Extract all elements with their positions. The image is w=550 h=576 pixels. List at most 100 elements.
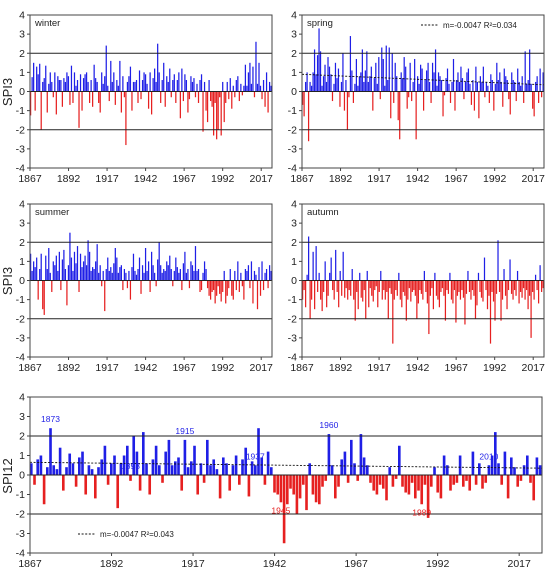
- bar-winter: [72, 91, 74, 103]
- bar-winter: [37, 74, 39, 92]
- bar-autumn: [363, 280, 365, 291]
- bar-autumn: [539, 265, 541, 281]
- panel-title-summer: summer: [35, 207, 69, 218]
- bar-annual: [273, 475, 276, 493]
- bar-winter: [90, 80, 92, 92]
- trend-label-annual: m=-0.0047 R²=0.043: [100, 530, 174, 539]
- annotation-2010: 2010: [479, 451, 498, 461]
- bar-spring: [538, 91, 540, 103]
- bar-spring: [533, 91, 535, 117]
- bar-winter: [63, 78, 65, 92]
- bar-autumn: [383, 280, 385, 291]
- bar-autumn: [378, 280, 380, 292]
- x-tick-label: 1917: [181, 558, 205, 570]
- y-tick-label: 1: [291, 256, 297, 268]
- bar-summer: [232, 280, 234, 300]
- bar-spring: [321, 85, 323, 92]
- bar-spring: [434, 49, 437, 92]
- bar-annual: [442, 455, 446, 475]
- bar-annual: [132, 436, 136, 475]
- bar-autumn: [444, 280, 447, 321]
- bar-annual: [30, 463, 33, 475]
- bar-annual: [433, 467, 436, 475]
- bar-spring: [322, 76, 325, 92]
- bar-summer: [213, 280, 215, 291]
- bar-summer: [182, 263, 184, 281]
- bar-winter: [217, 91, 219, 130]
- bar-spring: [318, 28, 320, 92]
- bar-winter: [160, 91, 162, 103]
- bar-winter: [163, 62, 165, 92]
- bar-winter: [129, 66, 132, 92]
- bar-summer: [244, 269, 247, 281]
- bar-annual: [510, 457, 513, 475]
- bar-annual: [289, 475, 292, 489]
- bar-summer: [51, 280, 53, 292]
- bar-summer: [54, 265, 56, 281]
- bar-summer: [157, 259, 159, 281]
- bar-annual: [228, 475, 232, 491]
- bar-spring: [511, 72, 513, 92]
- y-tick-label: -4: [288, 163, 297, 175]
- bar-summer: [143, 272, 145, 281]
- bar-spring: [517, 68, 519, 92]
- bar-spring: [406, 91, 408, 109]
- bar-winter: [119, 60, 121, 92]
- bar-summer: [256, 280, 259, 310]
- bar-autumn: [320, 280, 322, 300]
- bar-annual: [167, 439, 171, 475]
- bar-winter: [144, 74, 147, 92]
- bar-autumn: [510, 280, 513, 294]
- bar-autumn: [540, 280, 543, 292]
- bar-spring: [463, 91, 465, 100]
- bar-winter: [95, 78, 97, 92]
- bar-autumn: [419, 280, 421, 291]
- bar-summer: [48, 247, 50, 281]
- bar-autumn: [485, 280, 487, 291]
- bar-summer: [75, 263, 77, 281]
- bar-annual: [295, 475, 299, 514]
- bar-spring: [345, 80, 347, 92]
- bar-autumn: [516, 270, 519, 281]
- bar-spring: [409, 62, 411, 92]
- bar-summer: [131, 267, 133, 281]
- panel-summer: -4 -3 -2 -1 0 1 2 3 4 1867 1892 1917 1942 1967 1992 201…: [0, 199, 273, 374]
- bar-autumn: [342, 251, 344, 281]
- bar-winter: [179, 91, 181, 119]
- bar-annual: [330, 465, 334, 475]
- bar-winter: [237, 76, 239, 92]
- bar-winter: [36, 66, 38, 92]
- bar-autumn: [375, 280, 377, 287]
- y-tick-label: -1: [16, 105, 25, 117]
- bar-annual: [292, 475, 296, 495]
- bar-winter: [182, 91, 184, 102]
- bar-spring: [503, 68, 505, 92]
- bar-autumn: [537, 280, 540, 304]
- bar-annual: [474, 475, 478, 485]
- bar-summer: [231, 280, 233, 296]
- bar-autumn: [401, 280, 403, 308]
- panel-title-winter: winter: [34, 18, 60, 29]
- bar-summer: [34, 267, 36, 281]
- bar-spring: [470, 91, 473, 105]
- bar-autumn: [333, 280, 335, 300]
- bar-autumn: [315, 246, 317, 281]
- bar-summer: [88, 251, 91, 281]
- bar-winter: [243, 85, 245, 92]
- bar-autumn: [468, 280, 471, 292]
- bar-spring: [482, 66, 484, 92]
- bar-winter: [128, 76, 130, 92]
- y-tick-label: 2: [19, 48, 25, 60]
- bar-spring: [315, 74, 317, 92]
- bar-summer: [235, 280, 237, 291]
- bar-summer: [176, 267, 178, 281]
- annotation-1960: 1960: [319, 420, 338, 430]
- bar-autumn: [347, 280, 349, 300]
- bar-winter: [161, 80, 163, 92]
- bar-annual: [97, 467, 100, 475]
- bar-autumn: [522, 280, 525, 289]
- bar-spring: [415, 91, 417, 140]
- bar-annual: [110, 463, 113, 475]
- bar-autumn: [531, 280, 534, 292]
- y-tick-label: 4: [19, 10, 25, 22]
